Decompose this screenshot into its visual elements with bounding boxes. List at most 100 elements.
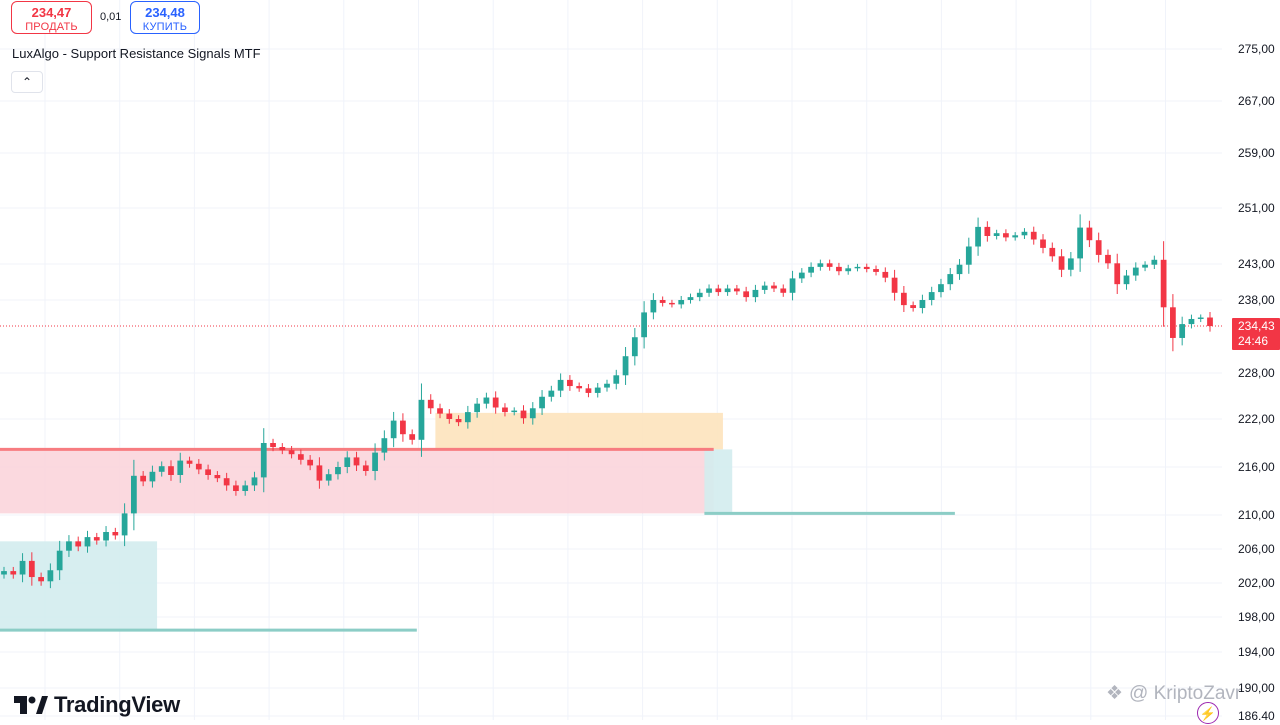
candle <box>650 293 657 320</box>
candle <box>10 566 17 579</box>
lightning-icon: ⚡ <box>1199 706 1217 721</box>
candle <box>372 443 378 481</box>
candle-body <box>975 226 981 247</box>
candle <box>1142 261 1148 272</box>
candle-body <box>131 475 137 514</box>
candle <box>548 385 555 402</box>
candle-body <box>251 477 258 486</box>
candle-body <box>1170 307 1176 338</box>
candle <box>1207 311 1213 332</box>
price-axis-tick: 267,00 <box>1238 94 1275 108</box>
candle-body <box>771 285 777 289</box>
candle-body <box>1142 264 1148 268</box>
candle-body <box>418 399 425 440</box>
candle <box>975 217 981 256</box>
candle-body <box>1012 235 1019 238</box>
candle-body <box>1049 247 1056 257</box>
candle <box>984 221 991 242</box>
chevron-up-icon: ⌃ <box>21 75 33 89</box>
candle-body <box>1 571 7 575</box>
candle-body <box>1114 263 1121 285</box>
candle-body <box>539 396 545 409</box>
candle-body <box>103 532 109 541</box>
candle-body <box>557 379 564 391</box>
candle-body <box>84 537 91 547</box>
lightning-button[interactable]: ⚡ <box>1197 702 1219 724</box>
candle <box>344 451 351 474</box>
candle <box>437 403 443 419</box>
candle <box>641 301 647 349</box>
candle-body <box>409 434 416 440</box>
candle-body <box>798 272 805 279</box>
candle-body <box>1030 231 1037 240</box>
candle <box>214 471 221 483</box>
candle-body <box>734 288 740 292</box>
candle <box>1170 294 1176 352</box>
collapse-button[interactable]: ⌃ <box>11 71 43 93</box>
candle <box>826 259 833 271</box>
candle <box>1012 232 1019 241</box>
candle <box>1058 249 1065 278</box>
candle-body <box>223 478 230 486</box>
candle <box>780 284 787 297</box>
sell-button[interactable]: 234,47 ПРОДАТЬ <box>11 1 92 34</box>
candle-body <box>260 443 267 478</box>
candle-body <box>594 387 601 393</box>
watermark-text: @ KriptoZavr <box>1129 682 1242 704</box>
candle-body <box>297 454 304 460</box>
candle-body <box>752 289 759 298</box>
candle-body <box>650 300 657 313</box>
price-axis-tick: 210,00 <box>1238 508 1275 522</box>
buy-button[interactable]: 234,48 КУПИТЬ <box>130 1 200 34</box>
candle <box>567 375 573 391</box>
candle-body <box>993 233 1000 236</box>
candle <box>511 407 518 416</box>
candle <box>761 281 768 294</box>
candle <box>502 403 508 417</box>
candle <box>910 301 917 312</box>
candle <box>659 296 666 307</box>
price-axis-tick: 222,00 <box>1238 412 1275 426</box>
candle <box>1188 314 1195 329</box>
candle <box>993 229 1000 240</box>
price-axis-tick: 243,00 <box>1238 257 1275 271</box>
candle-body <box>817 263 824 267</box>
candle <box>891 269 898 301</box>
candle <box>260 428 267 493</box>
candle <box>882 267 889 283</box>
candle <box>177 452 184 483</box>
candle-body <box>446 413 453 419</box>
candle-body <box>854 266 861 269</box>
watermark: ❖ @ KriptoZavr <box>1106 682 1241 705</box>
candle <box>1067 252 1074 277</box>
candle-body <box>186 460 193 464</box>
price-axis-tick: 190,00 <box>1238 681 1275 695</box>
candle <box>1003 229 1009 242</box>
candle-body <box>724 288 731 293</box>
candle-body <box>836 266 842 272</box>
candle <box>1132 262 1139 281</box>
candle <box>873 265 879 276</box>
price-axis-tick: 259,00 <box>1238 146 1275 160</box>
candle <box>75 536 82 552</box>
candle-body <box>678 300 685 305</box>
price-axis-tick: 275,00 <box>1238 42 1275 56</box>
candle <box>678 295 685 309</box>
price-axis-tick: 228,00 <box>1238 366 1275 380</box>
support-zone <box>704 449 733 514</box>
price-axis-tick: 238,00 <box>1238 293 1275 307</box>
candle <box>205 464 211 480</box>
candle <box>743 286 750 302</box>
candle-body <box>1207 317 1213 327</box>
candle-body <box>659 300 666 303</box>
tradingview-logo[interactable]: TradingView <box>14 692 180 718</box>
candle <box>622 347 629 385</box>
candle <box>270 438 276 452</box>
candle-body <box>1188 318 1195 325</box>
candle-body <box>622 356 629 376</box>
tradingview-logo-icon <box>14 696 48 714</box>
candle-body <box>567 379 573 387</box>
candle-body <box>1179 324 1186 338</box>
candle-body <box>177 460 184 475</box>
